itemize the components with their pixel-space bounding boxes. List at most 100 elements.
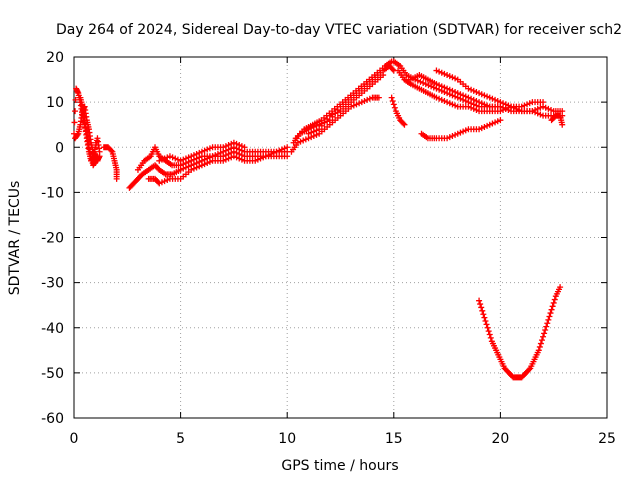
data-point — [71, 119, 78, 126]
chart-title: Day 264 of 2024, Sidereal Day-to-day VTE… — [56, 22, 622, 38]
data-point — [444, 99, 451, 106]
data-point — [177, 157, 184, 164]
data-point — [257, 155, 264, 162]
data-point — [537, 111, 544, 118]
data-point — [481, 123, 488, 130]
data-point — [201, 147, 208, 154]
data-point — [161, 178, 168, 185]
data-point — [462, 127, 469, 134]
data-point — [548, 306, 555, 313]
data-point — [198, 162, 205, 169]
data-point — [446, 73, 453, 80]
x-tick-label: 25 — [598, 431, 616, 447]
data-point — [476, 297, 483, 304]
data-point — [460, 92, 467, 99]
data-point — [444, 85, 451, 92]
data-point — [529, 108, 536, 115]
data-point — [476, 90, 483, 97]
data-point — [388, 94, 395, 101]
data-point — [326, 112, 333, 119]
data-point — [484, 122, 491, 129]
data-point — [462, 93, 469, 100]
data-point — [204, 160, 211, 167]
data-point — [389, 97, 396, 104]
data-point — [479, 307, 486, 314]
data-point — [478, 125, 485, 132]
data-point — [486, 121, 493, 128]
x-tick-label: 5 — [176, 431, 185, 447]
data-point — [494, 97, 501, 104]
data-point — [545, 316, 552, 323]
data-point — [358, 99, 365, 106]
data-point — [308, 129, 315, 136]
data-point — [420, 79, 427, 86]
data-point — [436, 82, 443, 89]
data-point — [329, 111, 336, 118]
data-point — [302, 136, 309, 143]
data-point — [196, 163, 203, 170]
data-point — [545, 105, 552, 112]
x-tick-label: 10 — [278, 431, 296, 447]
data-point — [510, 104, 517, 111]
data-point — [454, 130, 461, 137]
data-point — [540, 103, 547, 110]
data-point — [190, 165, 197, 172]
data-point — [158, 156, 165, 163]
data-point — [220, 144, 227, 151]
data-point — [502, 101, 509, 108]
data-point — [492, 96, 499, 103]
x-tick-label: 20 — [491, 431, 509, 447]
y-tick-label: 0 — [55, 140, 64, 156]
data-point — [544, 320, 551, 327]
data-point — [236, 155, 243, 162]
data-point — [481, 92, 488, 99]
data-point — [310, 128, 317, 135]
data-point — [478, 304, 485, 311]
data-point — [494, 118, 501, 125]
data-point — [486, 331, 493, 338]
data-point — [212, 152, 219, 159]
data-point — [460, 128, 467, 135]
data-point — [164, 176, 171, 183]
data-point — [332, 110, 339, 117]
data-point — [547, 310, 554, 317]
data-point — [486, 94, 493, 101]
data-point — [540, 333, 547, 340]
data-point — [390, 101, 397, 108]
data-point — [500, 100, 507, 107]
data-point — [441, 70, 448, 77]
data-point — [300, 137, 307, 144]
data-point — [182, 155, 189, 162]
data-point — [364, 96, 371, 103]
data-point — [204, 146, 211, 153]
data-point — [318, 122, 325, 129]
data-point — [316, 126, 323, 133]
data-point — [546, 313, 553, 320]
data-point — [513, 105, 520, 112]
data-point — [537, 340, 544, 347]
y-tick-label: 10 — [46, 95, 64, 111]
data-point — [483, 321, 490, 328]
data-point — [468, 86, 475, 93]
data-point — [350, 102, 357, 109]
data-point — [158, 179, 165, 186]
data-point — [380, 72, 387, 79]
data-point — [361, 97, 368, 104]
data-point — [206, 158, 213, 165]
data-point — [305, 130, 312, 137]
data-point — [438, 69, 445, 76]
data-point — [164, 154, 171, 161]
data-point — [278, 146, 285, 153]
data-point — [206, 145, 213, 152]
data-point — [465, 85, 472, 92]
data-point — [532, 107, 539, 114]
data-point — [252, 157, 259, 164]
data-point — [477, 301, 484, 308]
data-point — [356, 100, 363, 107]
x-tick-label: 0 — [70, 431, 79, 447]
data-point — [436, 68, 443, 75]
data-point — [484, 324, 491, 331]
data-point — [476, 99, 483, 106]
data-point — [538, 337, 545, 344]
